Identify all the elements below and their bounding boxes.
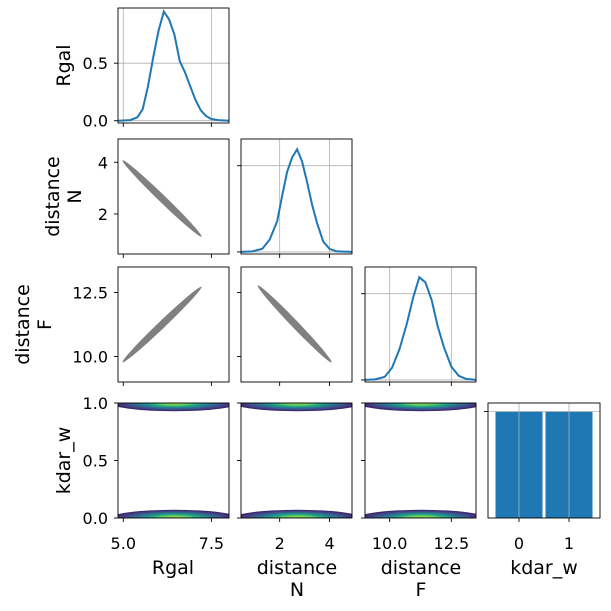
panel-content bbox=[122, 286, 202, 363]
x-axis-label-distance_F-line1: distance bbox=[381, 557, 462, 579]
kde-contour-distance_N-1-7 bbox=[286, 403, 309, 406]
kde-contour-distance_N-0-7 bbox=[286, 515, 309, 518]
scatter-band-distance_N-distance_F bbox=[257, 285, 332, 363]
y-axis-label-distance_F-line1: distance bbox=[12, 284, 34, 365]
scatter-band-Rgal-distance_N bbox=[122, 160, 202, 237]
density-line-distance_N bbox=[241, 147, 352, 253]
panel-r3-c0 bbox=[114, 402, 230, 522]
y-axis-label-distance_N-line1: distance bbox=[42, 156, 64, 237]
y-axis-label-kdar_w: kdar_w bbox=[53, 427, 75, 495]
x-tick-label-distance_N: 2 bbox=[275, 534, 285, 553]
panel-content bbox=[122, 160, 202, 237]
panel-content bbox=[118, 403, 229, 518]
panel-r1-c0 bbox=[114, 138, 230, 258]
kde-contour-Rgal-0-7 bbox=[163, 515, 186, 518]
panel-content bbox=[488, 403, 600, 518]
density-line-distance_F bbox=[365, 275, 476, 381]
x-tick-label-kdar_w: 1 bbox=[564, 534, 574, 553]
panel-content bbox=[241, 139, 352, 254]
y-tick-label-kdar-w: 0.5 bbox=[83, 452, 108, 471]
x-axis-label-distance_N-line1: distance bbox=[257, 557, 338, 579]
x-tick-label-distance_F: 12.5 bbox=[434, 534, 470, 553]
panel-frame bbox=[240, 402, 353, 519]
panel-frame bbox=[364, 402, 477, 519]
y-tick-label-kdar-w: 0.0 bbox=[83, 509, 108, 528]
panel-r2-c2 bbox=[361, 266, 477, 386]
panel-content bbox=[241, 403, 352, 518]
y-tick-label-rgal-density: 0.5 bbox=[83, 54, 108, 73]
panel-frame bbox=[117, 7, 230, 124]
y-tick-label-distance-f: 12.5 bbox=[72, 284, 108, 303]
x-tick-label-distance_F: 10.0 bbox=[372, 534, 408, 553]
y-tick-label-kdar-w: 1.0 bbox=[83, 394, 108, 413]
panel-frame bbox=[117, 266, 230, 383]
x-tick-label-Rgal: 5.0 bbox=[111, 534, 136, 553]
panel-frame bbox=[240, 138, 353, 255]
panel-r0-c0 bbox=[114, 7, 230, 127]
y-axis-label-distance_N-line2: N bbox=[64, 189, 86, 203]
kde-contour-distance_F-0-7 bbox=[410, 515, 433, 518]
panel-frame bbox=[240, 266, 353, 383]
y-tick-label-distance-f: 10.0 bbox=[72, 347, 108, 366]
panel-content bbox=[365, 267, 476, 382]
panel-r2-c1 bbox=[237, 266, 353, 386]
panel-r2-c0 bbox=[114, 266, 230, 386]
y-axis-label-Rgal: Rgal bbox=[53, 44, 75, 86]
density-line-Rgal bbox=[118, 9, 229, 122]
y-tick-label-distance-n: 2 bbox=[98, 205, 108, 224]
y-tick-label-distance-n: 4 bbox=[98, 153, 108, 172]
panel-frame bbox=[117, 138, 230, 255]
panel-frame bbox=[364, 266, 477, 383]
x-axis-label-Rgal: Rgal bbox=[152, 557, 194, 579]
x-tick-label-distance_N: 4 bbox=[324, 534, 334, 553]
y-tick-label-rgal-density: 0.0 bbox=[83, 112, 108, 131]
x-tick-label-kdar_w: 0 bbox=[514, 534, 524, 553]
panel-r1-c1 bbox=[237, 138, 353, 258]
panel-frame bbox=[487, 402, 601, 519]
panel-r3-c2 bbox=[361, 402, 477, 522]
x-axis-label-distance_F-line2: F bbox=[416, 579, 427, 601]
y-axis-label-distance_F-line2: F bbox=[34, 319, 56, 330]
x-axis-label-distance_N-line2: N bbox=[290, 579, 304, 601]
panel-content bbox=[365, 403, 476, 518]
panel-frame bbox=[117, 402, 230, 519]
x-axis-label-kdar_w: kdar_w bbox=[510, 557, 578, 579]
panel-content bbox=[257, 285, 332, 363]
panel-r3-c1 bbox=[237, 402, 353, 522]
kde-contour-distance_F-1-7 bbox=[410, 403, 433, 406]
kde-contour-Rgal-1-7 bbox=[163, 403, 186, 406]
x-tick-label-Rgal: 7.5 bbox=[199, 534, 224, 553]
panel-content bbox=[118, 8, 229, 123]
panel-r3-c3 bbox=[484, 402, 601, 522]
scatter-band-Rgal-distance_F bbox=[122, 286, 202, 363]
